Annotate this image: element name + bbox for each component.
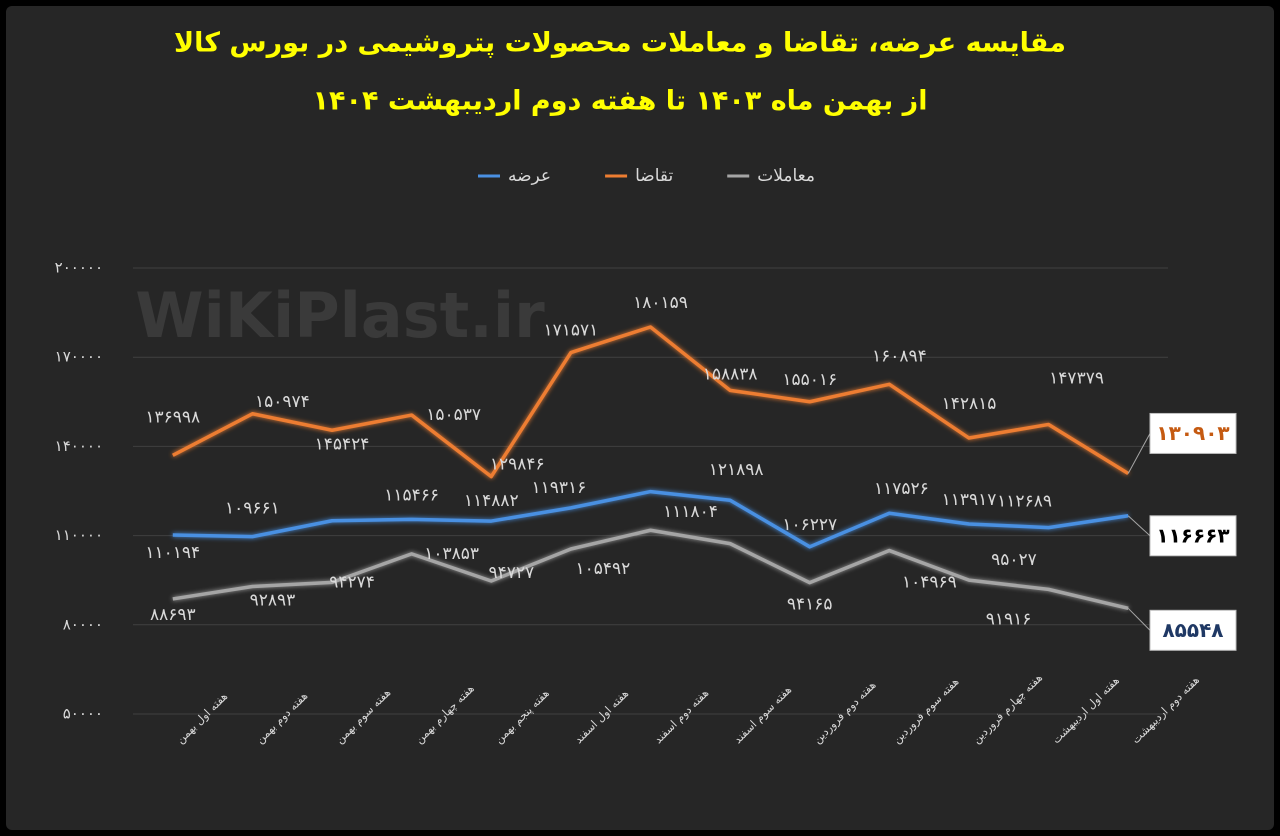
value-label: ۹۴۷۲۷ bbox=[488, 563, 534, 583]
value-label: ۱۰۵۴۹۲ bbox=[575, 559, 630, 579]
value-label: ۱۱۳۹۱۷ bbox=[942, 490, 997, 510]
y-tick-label: ۱۱۰۰۰۰ bbox=[55, 526, 103, 544]
series-line bbox=[172, 489, 1129, 549]
value-label: ۱۱۴۸۸۲ bbox=[464, 491, 519, 511]
value-label: ۱۱۲۶۸۹ bbox=[997, 492, 1052, 512]
legend-label: تقاضا bbox=[635, 166, 673, 186]
value-label: ۱۵۰۵۳۷ bbox=[426, 405, 481, 425]
y-tick-label: ۱۴۰۰۰۰ bbox=[55, 437, 103, 455]
value-label: ۱۳۶۹۹۸ bbox=[145, 407, 200, 427]
y-tick-label: ۵۰۰۰۰ bbox=[63, 705, 103, 723]
value-label-box bbox=[1149, 609, 1237, 651]
leader-line bbox=[1127, 607, 1151, 631]
value-label: ۱۳۰۹۰۳ bbox=[1156, 421, 1229, 445]
series-line bbox=[171, 325, 1130, 479]
y-tick-label: ۸۰۰۰۰ bbox=[63, 615, 103, 633]
value-label: ۱۱۹۳۱۶ bbox=[531, 478, 586, 498]
value-label: ۱۱۵۴۶۶ bbox=[384, 485, 439, 505]
value-label: ۱۷۱۵۷۱ bbox=[543, 321, 598, 341]
value-label-box bbox=[1149, 412, 1237, 454]
value-label: ۱۱۰۱۹۴ bbox=[145, 543, 200, 563]
value-label: ۱۵۵۰۱۶ bbox=[782, 370, 837, 390]
value-label: ۱۴۷۳۷۹ bbox=[1049, 368, 1104, 388]
value-label: ۱۵۸۸۳۸ bbox=[703, 364, 758, 384]
value-label: ۱۰۹۶۶۱ bbox=[225, 499, 280, 519]
value-label: ۱۱۶۶۶۳ bbox=[1156, 523, 1229, 547]
value-label: ۱۱۷۵۲۶ bbox=[874, 479, 929, 499]
value-label: ۱۵۰۹۷۴ bbox=[255, 392, 310, 412]
value-label-box bbox=[1149, 515, 1237, 557]
legend-label: معاملات bbox=[757, 166, 815, 186]
value-label: ۱۴۲۸۱۵ bbox=[942, 394, 997, 414]
legend-label: عرضه bbox=[508, 166, 551, 186]
leader-line bbox=[1127, 433, 1151, 474]
y-tick-label: ۱۷۰۰۰۰ bbox=[55, 348, 103, 366]
value-label: ۸۵۵۴۸ bbox=[1162, 618, 1223, 642]
watermark: WiKiPlast.ir bbox=[135, 279, 545, 352]
value-label: ۹۲۸۹۳ bbox=[250, 590, 296, 610]
value-label: ۱۰۶۲۲۷ bbox=[782, 515, 837, 535]
value-label: ۱۱۱۸۰۴ bbox=[663, 502, 718, 522]
y-tick-label: ۲۰۰۰۰۰ bbox=[55, 259, 103, 277]
value-label: ۹۴۲۷۴ bbox=[329, 572, 375, 592]
value-label: ۹۴۱۶۵ bbox=[787, 595, 833, 615]
value-label: ۱۲۱۸۹۸ bbox=[709, 460, 764, 480]
value-label: ۱۲۹۸۴۶ bbox=[490, 455, 545, 475]
value-label: ۱۰۴۹۶۹ bbox=[902, 573, 957, 593]
leader-line bbox=[1127, 515, 1151, 537]
value-label: ۱۰۳۸۵۳ bbox=[424, 544, 479, 564]
value-label: ۱۴۵۴۲۴ bbox=[315, 434, 370, 454]
value-label: ۹۱۹۱۶ bbox=[986, 609, 1032, 629]
chart-subtitle: از بهمن ماه ۱۴۰۳ تا هفته دوم اردیبهشت ۱۴… bbox=[313, 86, 928, 117]
chart-title: مقایسه عرضه، تقاضا و معاملات محصولات پتر… bbox=[174, 28, 1066, 59]
value-label: ۸۸۶۹۳ bbox=[150, 605, 196, 625]
background bbox=[6, 6, 1274, 830]
series-line bbox=[172, 528, 1129, 611]
value-label: ۱۸۰۱۵۹ bbox=[633, 293, 688, 313]
value-label: ۹۵۰۲۷ bbox=[991, 550, 1037, 570]
value-label: ۱۶۰۸۹۴ bbox=[872, 346, 927, 366]
